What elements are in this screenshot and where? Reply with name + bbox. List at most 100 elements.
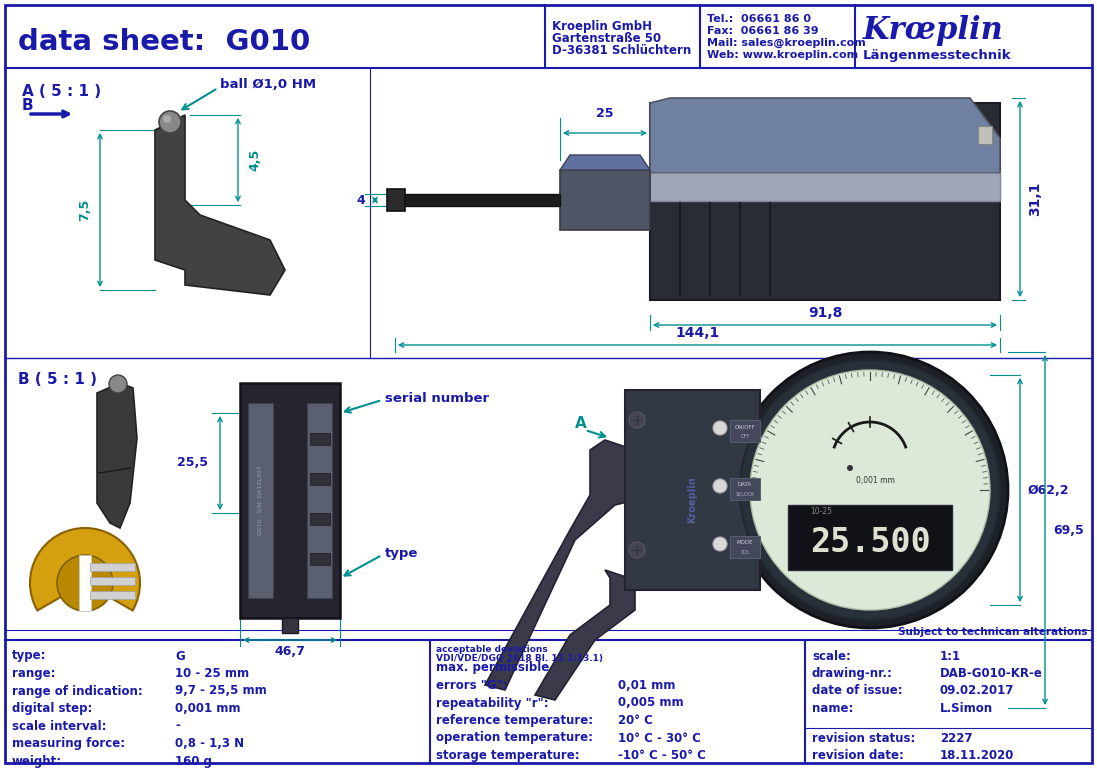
Bar	[90, 563, 135, 571]
Text: Fax:  06661 86 39: Fax: 06661 86 39	[706, 26, 818, 36]
Text: digital step:: digital step:	[12, 702, 92, 715]
Bar	[310, 433, 330, 445]
Text: SELOCK: SELOCK	[735, 492, 755, 496]
Circle shape	[713, 479, 727, 493]
Text: 20° C: 20° C	[618, 714, 653, 727]
Circle shape	[750, 370, 989, 610]
Text: revision date:: revision date:	[812, 749, 904, 762]
Text: 160 g: 160 g	[176, 754, 212, 767]
Text: measuring force:: measuring force:	[12, 737, 125, 750]
Text: OFF: OFF	[740, 433, 749, 439]
Circle shape	[57, 555, 113, 611]
Text: 25,5: 25,5	[177, 456, 208, 469]
Text: name:: name:	[812, 702, 853, 715]
Text: VDI/VDE/DGQ 2618 Bl. 12.1/13.1): VDI/VDE/DGQ 2618 Bl. 12.1/13.1)	[436, 654, 603, 663]
Bar	[788, 505, 952, 570]
Bar	[282, 618, 298, 633]
Text: TOL: TOL	[740, 549, 749, 554]
Text: Gartenstraße 50: Gartenstraße 50	[552, 32, 661, 45]
Text: A: A	[575, 415, 587, 431]
Text: type: type	[385, 547, 418, 560]
Text: Krœplin: Krœplin	[863, 15, 1004, 45]
Text: 10° C - 30° C: 10° C - 30° C	[618, 731, 701, 744]
Text: Web: www.kroeplin.com: Web: www.kroeplin.com	[706, 50, 858, 60]
Text: 9,7 - 25,5 mm: 9,7 - 25,5 mm	[176, 684, 267, 697]
Bar	[240, 383, 340, 618]
Bar	[730, 536, 760, 558]
Text: B ( 5 : 1 ): B ( 5 : 1 )	[18, 372, 97, 387]
Bar	[310, 553, 330, 565]
Text: ON/OFF: ON/OFF	[735, 425, 756, 429]
Text: drawing-nr.:: drawing-nr.:	[812, 667, 893, 680]
Bar	[90, 577, 135, 585]
Text: Ø62,2: Ø62,2	[1028, 484, 1070, 496]
Text: scale:: scale:	[812, 650, 851, 663]
Text: DATA: DATA	[738, 482, 753, 488]
Bar	[307, 403, 332, 598]
Circle shape	[629, 542, 645, 558]
Text: G010   S/N: DA12L307: G010 S/N: DA12L307	[258, 465, 262, 535]
Bar	[979, 126, 992, 144]
Text: errors "G":: errors "G":	[436, 679, 508, 692]
Text: serial number: serial number	[385, 392, 489, 405]
Circle shape	[159, 111, 181, 133]
Text: 0,01 mm: 0,01 mm	[618, 679, 676, 692]
Text: B: B	[22, 98, 34, 114]
Text: -: -	[176, 720, 180, 733]
Text: storage temperature:: storage temperature:	[436, 749, 579, 762]
Text: 10-25: 10-25	[810, 508, 832, 517]
Text: L.Simon: L.Simon	[940, 702, 993, 715]
Polygon shape	[155, 115, 285, 295]
Text: max. permissible: max. permissible	[436, 661, 550, 674]
Text: 0,005 mm: 0,005 mm	[618, 697, 683, 710]
Text: Längenmesstechnik: Längenmesstechnik	[863, 48, 1011, 61]
Text: 25.500: 25.500	[810, 525, 930, 558]
Text: 18.11.2020: 18.11.2020	[940, 749, 1015, 762]
Text: 09.02.2017: 09.02.2017	[940, 684, 1015, 697]
Text: data sheet:  G010: data sheet: G010	[18, 28, 310, 56]
Text: Subject to technican alterations: Subject to technican alterations	[897, 627, 1087, 637]
Bar	[730, 478, 760, 500]
Text: weight:: weight:	[12, 754, 63, 767]
Bar	[559, 170, 651, 230]
Text: DAB-G010-KR-e: DAB-G010-KR-e	[940, 667, 1043, 680]
Circle shape	[713, 537, 727, 551]
Text: date of issue:: date of issue:	[812, 684, 903, 697]
Polygon shape	[559, 155, 651, 170]
Text: A ( 5 : 1 ): A ( 5 : 1 )	[22, 84, 101, 99]
Circle shape	[163, 115, 171, 123]
Text: 0,001 mm: 0,001 mm	[856, 475, 894, 485]
Polygon shape	[651, 98, 1000, 173]
Text: 69,5: 69,5	[1053, 524, 1084, 537]
Text: reference temperature:: reference temperature:	[436, 714, 593, 727]
Text: 4: 4	[357, 194, 365, 207]
Text: ball Ø1,0 HM: ball Ø1,0 HM	[220, 78, 316, 91]
Text: 7,5: 7,5	[79, 199, 91, 221]
Circle shape	[847, 465, 853, 471]
Bar	[395, 194, 559, 206]
Text: 1:1: 1:1	[940, 650, 961, 663]
Text: Mail: sales@kroeplin.com: Mail: sales@kroeplin.com	[706, 38, 866, 48]
Text: 91,8: 91,8	[807, 306, 842, 320]
Bar	[651, 103, 1000, 300]
Bar	[310, 473, 330, 485]
Text: range:: range:	[12, 667, 56, 680]
Bar	[625, 390, 760, 590]
Circle shape	[740, 360, 1000, 620]
Text: repeatability "r":: repeatability "r":	[436, 697, 548, 710]
Circle shape	[629, 412, 645, 428]
Text: -10° C - 50° C: -10° C - 50° C	[618, 749, 705, 762]
Text: acceptable deviations: acceptable deviations	[436, 645, 547, 654]
Text: MODE: MODE	[737, 541, 754, 545]
Bar	[310, 513, 330, 525]
Bar	[248, 403, 273, 598]
Polygon shape	[485, 440, 635, 690]
Bar	[387, 189, 405, 211]
Circle shape	[109, 375, 127, 393]
Text: G: G	[176, 650, 184, 663]
Text: operation temperature:: operation temperature:	[436, 731, 593, 744]
Text: Kroeplin: Kroeplin	[688, 477, 698, 523]
Text: Tel.:  06661 86 0: Tel.: 06661 86 0	[706, 14, 811, 24]
Text: 0,001 mm: 0,001 mm	[176, 702, 240, 715]
Text: 4,5: 4,5	[249, 149, 261, 171]
